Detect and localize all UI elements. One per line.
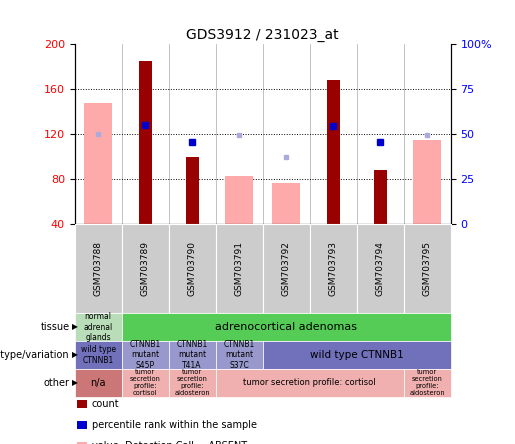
Bar bbox=[225, 176, 253, 224]
Text: GSM703793: GSM703793 bbox=[329, 241, 338, 296]
Text: ▶: ▶ bbox=[72, 350, 78, 360]
Bar bbox=[185, 157, 199, 224]
Text: CTNNB1
mutant
T41A: CTNNB1 mutant T41A bbox=[177, 340, 208, 370]
Text: wild type CTNNB1: wild type CTNNB1 bbox=[310, 350, 404, 360]
Text: count: count bbox=[92, 399, 119, 408]
Bar bbox=[413, 140, 441, 224]
Title: GDS3912 / 231023_at: GDS3912 / 231023_at bbox=[186, 28, 339, 42]
Text: ▶: ▶ bbox=[72, 322, 78, 332]
Bar bbox=[373, 170, 387, 224]
Text: tissue: tissue bbox=[40, 322, 70, 332]
Text: tumor
secretion
profile:
cortisol: tumor secretion profile: cortisol bbox=[130, 369, 161, 396]
Text: tumor
secretion
profile:
aldosteron: tumor secretion profile: aldosteron bbox=[175, 369, 210, 396]
Bar bbox=[84, 103, 112, 224]
Text: percentile rank within the sample: percentile rank within the sample bbox=[92, 420, 256, 430]
Text: GSM703795: GSM703795 bbox=[423, 241, 432, 296]
Text: tumor
secretion
profile:
aldosteron: tumor secretion profile: aldosteron bbox=[409, 369, 445, 396]
Text: wild type
CTNNB1: wild type CTNNB1 bbox=[81, 345, 116, 365]
Text: n/a: n/a bbox=[91, 378, 106, 388]
Bar bbox=[272, 182, 300, 224]
Text: GSM703790: GSM703790 bbox=[187, 241, 197, 296]
Text: GSM703789: GSM703789 bbox=[141, 241, 150, 296]
Text: GSM703792: GSM703792 bbox=[282, 241, 290, 296]
Text: normal
adrenal
glands: normal adrenal glands bbox=[83, 312, 113, 342]
Text: CTNNB1
mutant
S45P: CTNNB1 mutant S45P bbox=[130, 340, 161, 370]
Text: GSM703794: GSM703794 bbox=[375, 241, 385, 296]
Text: value, Detection Call = ABSENT: value, Detection Call = ABSENT bbox=[92, 441, 247, 444]
Text: tumor secretion profile: cortisol: tumor secretion profile: cortisol bbox=[243, 378, 376, 388]
Text: adrenocortical adenomas: adrenocortical adenomas bbox=[215, 322, 357, 332]
Text: GSM703791: GSM703791 bbox=[235, 241, 244, 296]
Text: ▶: ▶ bbox=[72, 378, 78, 388]
Text: GSM703788: GSM703788 bbox=[94, 241, 102, 296]
Text: CTNNB1
mutant
S37C: CTNNB1 mutant S37C bbox=[224, 340, 255, 370]
Bar bbox=[327, 80, 340, 224]
Text: other: other bbox=[44, 378, 70, 388]
Bar bbox=[139, 61, 152, 224]
Text: genotype/variation: genotype/variation bbox=[0, 350, 70, 360]
